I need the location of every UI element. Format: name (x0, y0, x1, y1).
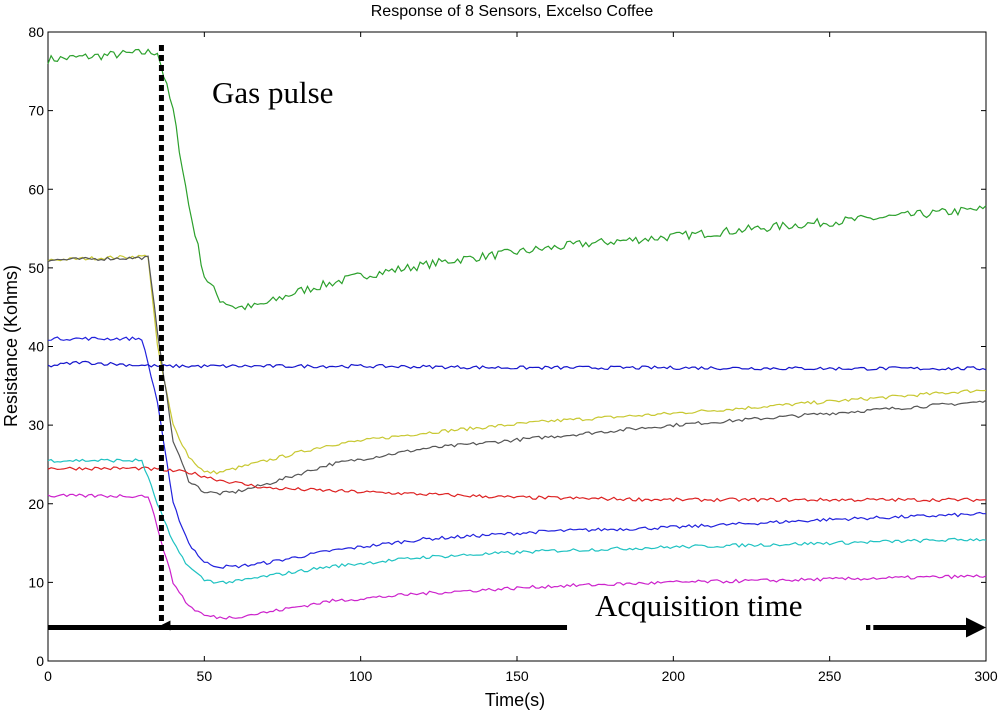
series-line-3 (47, 255, 987, 496)
chart-title: Response of 8 Sensors, Excelso Coffee (371, 3, 654, 20)
y-axis-label: Resistance (Kohms) (1, 265, 21, 427)
y-tick-label: 60 (28, 181, 44, 197)
y-tick-label: 50 (28, 260, 44, 276)
plot-area (47, 31, 987, 662)
y-tick-label: 0 (36, 653, 44, 669)
y-tick-label: 10 (28, 574, 44, 590)
x-tick-label: 250 (818, 668, 842, 684)
series-line-4 (47, 336, 986, 569)
y-tick-label: 80 (28, 24, 44, 40)
acquisition-line-gap (567, 623, 571, 632)
x-tick-label: 100 (349, 668, 373, 684)
acquisition-time-label: Acquisition time (595, 588, 803, 623)
x-tick-label: 0 (44, 668, 52, 684)
acquisition-arrowhead (966, 617, 986, 638)
x-axis: 0 50 100 150 200 250 300 (44, 32, 998, 684)
annotations: Gas pulse Acquisition time (48, 45, 986, 642)
acquisition-label-bg (568, 612, 866, 642)
x-axis-label: Time(s) (485, 690, 545, 710)
series-line-6 (47, 466, 987, 503)
y-tick-label: 70 (28, 103, 44, 119)
x-tick-label: 150 (505, 668, 529, 684)
series-line-8 (47, 493, 987, 620)
acquisition-line-gap (870, 623, 874, 632)
x-tick-label: 50 (197, 668, 213, 684)
series-line-1 (47, 48, 987, 311)
y-tick-label: 40 (28, 339, 44, 355)
series-line-7 (47, 458, 987, 585)
y-tick-label: 30 (28, 417, 44, 433)
gas-pulse-label: Gas pulse (212, 75, 333, 110)
y-axis: 0 10 20 30 40 50 60 70 80 (28, 24, 986, 669)
series-line-5 (47, 360, 987, 371)
series-group (47, 48, 987, 620)
x-tick-label: 300 (974, 668, 998, 684)
y-tick-label: 20 (28, 496, 44, 512)
series-line-2 (47, 254, 987, 475)
x-tick-label: 200 (662, 668, 686, 684)
